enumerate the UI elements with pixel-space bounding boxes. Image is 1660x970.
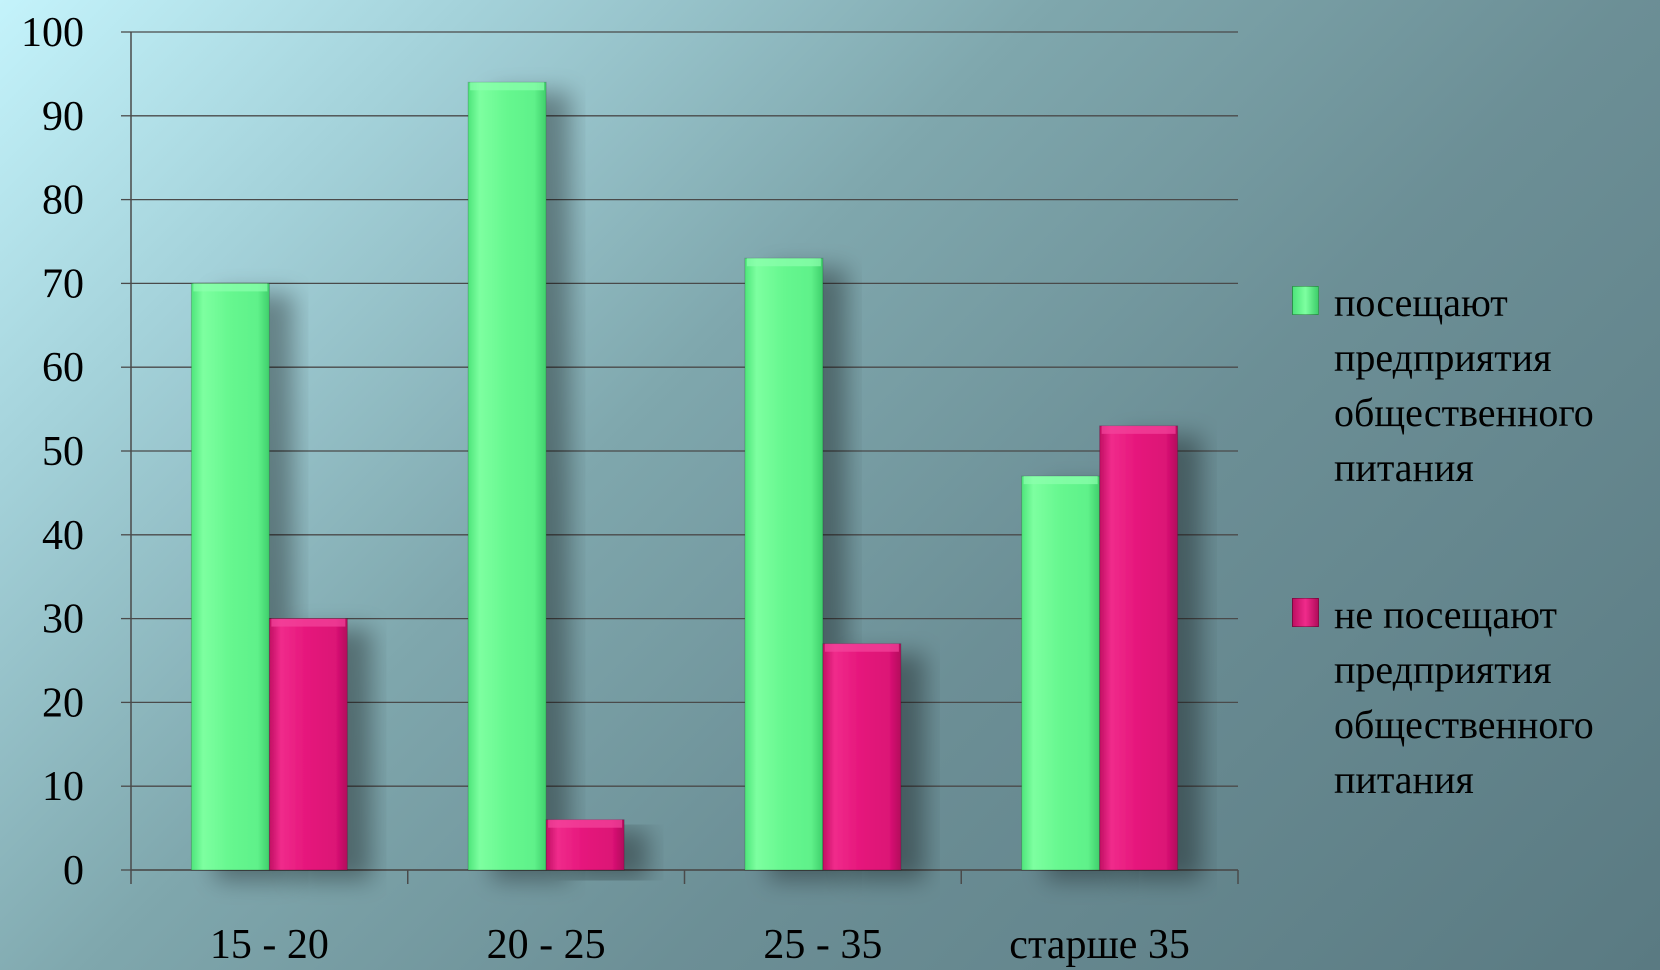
bar-top-highlight bbox=[470, 82, 545, 91]
x-category-label: старше 35 bbox=[1009, 922, 1190, 968]
bar-top-highlight bbox=[824, 643, 899, 652]
legend-item-not-visit: не посещают предприятия общественного пи… bbox=[1292, 587, 1652, 807]
x-category-label: 25 - 35 bbox=[763, 922, 882, 968]
y-tick-label: 50 bbox=[42, 429, 84, 475]
legend-label-not-visit: не посещают предприятия общественного пи… bbox=[1334, 592, 1594, 802]
y-tick-label: 0 bbox=[63, 848, 84, 894]
y-tick-label: 100 bbox=[21, 10, 84, 56]
bar-visit-1 bbox=[467, 81, 547, 871]
legend: посещают предприятия общественного питан… bbox=[1292, 275, 1652, 807]
bar-top-highlight bbox=[1023, 476, 1098, 485]
bar-top-highlight bbox=[1101, 425, 1176, 434]
bars bbox=[190, 81, 1179, 871]
y-tick-label: 40 bbox=[42, 513, 84, 559]
x-category-label: 20 - 25 bbox=[487, 922, 606, 968]
legend-swatch-visit bbox=[1292, 286, 1319, 315]
y-tick-label: 20 bbox=[42, 680, 84, 726]
y-tick-label: 90 bbox=[42, 94, 84, 140]
y-tick-label: 30 bbox=[42, 597, 84, 643]
legend-item-visit: посещают предприятия общественного питан… bbox=[1292, 275, 1652, 495]
legend-label-visit: посещают предприятия общественного питан… bbox=[1334, 280, 1594, 490]
bar-not-visit-3 bbox=[1099, 425, 1179, 871]
x-axis-category-labels: 15 - 20 20 - 25 25 - 35 старше 35 bbox=[210, 922, 1190, 968]
bar-top-highlight bbox=[548, 819, 623, 828]
y-tick-label: 60 bbox=[42, 345, 84, 391]
x-category-label: 15 - 20 bbox=[210, 922, 329, 968]
bar-visit-3 bbox=[1021, 475, 1101, 871]
y-tick-label: 70 bbox=[42, 261, 84, 307]
y-tick-label: 10 bbox=[42, 764, 84, 810]
bar-visit-0 bbox=[190, 282, 270, 871]
bar-visit-2 bbox=[744, 257, 824, 871]
legend-swatch-not-visit bbox=[1292, 598, 1319, 627]
bar-not-visit-0 bbox=[268, 618, 348, 871]
bar-top-highlight bbox=[746, 258, 821, 267]
bar-not-visit-2 bbox=[822, 643, 902, 871]
bar-top-highlight bbox=[271, 618, 346, 627]
y-tick-label: 80 bbox=[42, 178, 84, 224]
y-axis-tick-labels: 0 10 20 30 40 50 60 70 80 90 100 bbox=[21, 10, 84, 894]
bar-top-highlight bbox=[193, 283, 268, 292]
